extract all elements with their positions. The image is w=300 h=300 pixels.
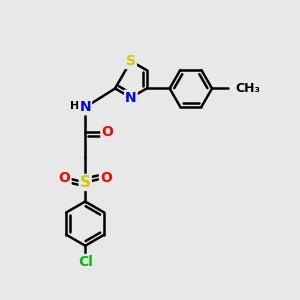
Text: H: H [70,101,80,111]
Text: Cl: Cl [78,255,93,269]
Text: S: S [80,175,91,190]
Text: N: N [80,100,91,114]
Text: O: O [59,171,70,185]
Text: CH₃: CH₃ [236,82,261,95]
Text: O: O [101,125,113,139]
Text: S: S [126,54,136,68]
Text: O: O [100,171,112,185]
Text: N: N [125,91,137,105]
